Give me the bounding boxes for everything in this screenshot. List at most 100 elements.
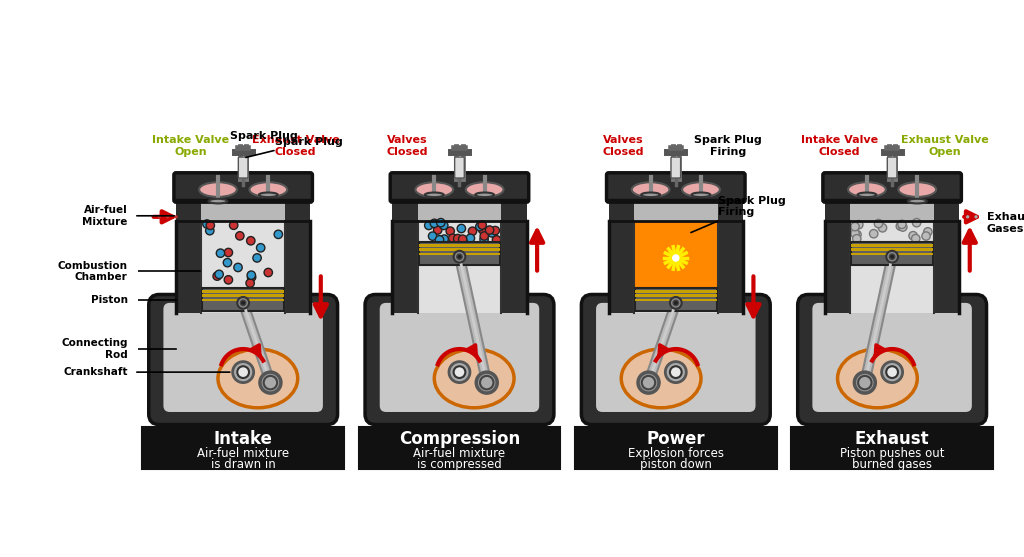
Circle shape [478, 221, 486, 229]
Text: Compression: Compression [399, 430, 520, 448]
Circle shape [492, 226, 500, 234]
Bar [825, 221, 850, 314]
Circle shape [248, 273, 256, 281]
Circle shape [478, 226, 487, 234]
Circle shape [238, 297, 249, 309]
Circle shape [256, 243, 265, 252]
Ellipse shape [641, 193, 660, 197]
Circle shape [638, 372, 659, 393]
FancyBboxPatch shape [887, 157, 897, 178]
Circle shape [454, 251, 465, 262]
Bar [358, 427, 560, 468]
Circle shape [241, 300, 246, 306]
Circle shape [854, 372, 876, 393]
Bar [419, 252, 501, 255]
Bar [201, 200, 285, 221]
FancyBboxPatch shape [239, 157, 248, 178]
Bar [419, 221, 501, 242]
Text: Spark Plug: Spark Plug [246, 137, 342, 158]
Text: Explosion forces: Explosion forces [628, 447, 724, 461]
Bar [851, 248, 933, 251]
Bar [608, 200, 743, 221]
Text: Intake: Intake [214, 430, 272, 448]
Text: Exhaust: Exhaust [855, 430, 930, 448]
Circle shape [213, 272, 221, 280]
Circle shape [858, 376, 871, 389]
Bar [634, 200, 718, 221]
Circle shape [666, 361, 686, 383]
Circle shape [966, 215, 970, 218]
Circle shape [853, 234, 861, 243]
Text: Spark Plug
Firing: Spark Plug Firing [691, 196, 785, 232]
Text: Exhaust
Gases: Exhaust Gases [986, 212, 1024, 234]
Circle shape [481, 377, 493, 388]
Text: is drawn in: is drawn in [211, 458, 275, 471]
Circle shape [454, 367, 465, 378]
Circle shape [911, 234, 920, 243]
Circle shape [869, 229, 878, 238]
Circle shape [855, 221, 863, 229]
FancyBboxPatch shape [582, 295, 770, 424]
Ellipse shape [632, 182, 670, 197]
Bar [502, 221, 526, 314]
Bar [635, 288, 717, 311]
Ellipse shape [848, 182, 886, 197]
Circle shape [898, 220, 906, 228]
Ellipse shape [250, 182, 287, 197]
Circle shape [480, 235, 488, 243]
FancyBboxPatch shape [798, 295, 986, 424]
Bar [419, 242, 501, 265]
Ellipse shape [199, 182, 237, 197]
Text: Air-fuel mixture: Air-fuel mixture [197, 447, 289, 461]
Bar [851, 244, 933, 247]
Text: Intake Valve
Closed: Intake Valve Closed [801, 135, 879, 157]
Bar [201, 221, 285, 314]
Text: piston down: piston down [640, 458, 712, 471]
Circle shape [233, 263, 243, 272]
FancyBboxPatch shape [148, 295, 338, 424]
Text: Air-fuel
Mixture: Air-fuel Mixture [82, 205, 128, 227]
Circle shape [247, 237, 255, 245]
Circle shape [206, 227, 214, 235]
Bar [635, 221, 717, 288]
Circle shape [851, 229, 859, 238]
Circle shape [264, 376, 278, 389]
Circle shape [924, 228, 932, 236]
Ellipse shape [434, 349, 514, 408]
Bar [851, 252, 933, 255]
Bar [634, 221, 718, 314]
Text: Valves
Closed: Valves Closed [602, 135, 644, 157]
Text: Power: Power [646, 430, 706, 448]
Circle shape [879, 223, 887, 232]
Circle shape [643, 377, 654, 388]
Circle shape [232, 361, 254, 383]
Circle shape [890, 254, 895, 260]
Text: burned gases: burned gases [852, 458, 932, 471]
Bar [718, 221, 743, 314]
Bar [202, 288, 284, 311]
Circle shape [224, 248, 232, 257]
Circle shape [206, 221, 214, 229]
Circle shape [433, 226, 442, 234]
Circle shape [457, 224, 466, 233]
FancyBboxPatch shape [823, 173, 962, 202]
Circle shape [899, 223, 907, 231]
Circle shape [435, 236, 443, 244]
Text: Connecting
Rod: Connecting Rod [61, 338, 128, 360]
Text: Piston pushes out: Piston pushes out [840, 447, 944, 461]
Text: Intake Valve
Open: Intake Valve Open [153, 135, 229, 157]
Circle shape [882, 361, 902, 383]
Ellipse shape [259, 193, 278, 197]
Circle shape [476, 222, 484, 231]
Bar [202, 295, 284, 297]
Bar [202, 290, 284, 293]
Text: Valves
Closed: Valves Closed [386, 135, 428, 157]
Circle shape [440, 235, 449, 243]
Circle shape [166, 215, 169, 218]
Circle shape [260, 372, 281, 393]
Circle shape [229, 221, 238, 229]
Circle shape [480, 376, 494, 389]
Circle shape [457, 254, 462, 260]
Bar [851, 242, 933, 265]
FancyBboxPatch shape [174, 173, 312, 202]
